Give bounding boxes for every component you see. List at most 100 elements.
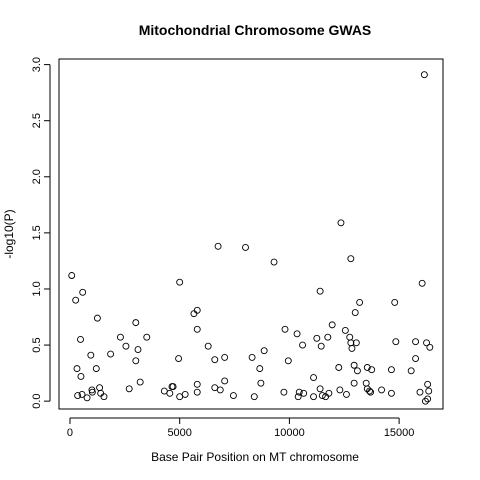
data-point (270, 258, 278, 266)
data-point (350, 361, 358, 369)
data-point (313, 334, 321, 342)
data-point (293, 330, 301, 338)
data-point (73, 365, 81, 373)
data-point (420, 71, 428, 79)
data-point (416, 388, 424, 396)
data-point (378, 386, 386, 394)
data-point (426, 343, 434, 351)
data-point (353, 367, 361, 375)
data-point (181, 390, 189, 398)
data-point (387, 389, 395, 397)
y-tick-label: 0.5 (31, 337, 43, 352)
data-point (193, 325, 201, 333)
data-point (367, 388, 375, 396)
x-axis: 0 5000 10000 15000 (67, 417, 415, 439)
x-tick-label: 10000 (274, 427, 305, 439)
data-point (337, 219, 345, 227)
data-points (68, 71, 434, 405)
data-point (72, 296, 80, 304)
data-point (132, 319, 140, 327)
data-point (193, 388, 201, 396)
data-point (281, 325, 289, 333)
data-point (166, 389, 174, 397)
data-point (356, 298, 364, 306)
data-point (299, 341, 307, 349)
y-tick-label: 2.0 (31, 169, 43, 184)
plot-frame (58, 58, 444, 410)
data-point (211, 356, 219, 364)
data-point (122, 342, 130, 350)
data-point (260, 347, 268, 355)
data-point (351, 309, 359, 316)
data-point (418, 279, 426, 287)
data-point (352, 339, 360, 347)
data-point (300, 389, 308, 397)
data-point (423, 339, 430, 347)
y-tick-label: 3.0 (31, 57, 43, 72)
data-point (343, 390, 350, 398)
data-point (310, 393, 317, 401)
data-point (256, 365, 264, 373)
data-point (193, 380, 201, 388)
data-point (248, 353, 256, 361)
data-point (317, 342, 325, 350)
data-point (363, 364, 371, 371)
data-point (68, 272, 76, 279)
y-tick-label: 1.5 (31, 225, 43, 240)
data-point (387, 366, 395, 374)
data-point (280, 388, 288, 396)
data-point (348, 344, 356, 352)
data-point (336, 386, 344, 394)
data-point (78, 390, 86, 398)
data-point (391, 298, 399, 306)
data-point (392, 338, 400, 346)
data-point (366, 387, 373, 395)
data-point (294, 393, 302, 401)
x-tick-label: 5000 (167, 427, 191, 439)
data-point (83, 394, 91, 402)
data-point (295, 388, 303, 396)
data-point (77, 335, 84, 343)
data-point (335, 364, 343, 371)
data-point (107, 350, 115, 358)
data-point (424, 380, 432, 388)
data-point (176, 278, 184, 286)
data-point (368, 366, 376, 374)
data-point (193, 306, 201, 314)
data-point (136, 378, 144, 386)
data-point (74, 392, 82, 399)
x-tick-label: 0 (67, 427, 73, 439)
data-point (175, 355, 183, 362)
data-point (407, 367, 415, 375)
data-point (125, 385, 133, 393)
data-point (316, 385, 324, 393)
data-point (250, 393, 258, 401)
data-point (328, 321, 336, 329)
data-point (324, 333, 332, 341)
data-point (318, 392, 326, 399)
data-point (88, 388, 96, 396)
x-tick-label: 15000 (384, 427, 415, 439)
chart-title: Mitochondrial Chromosome GWAS (139, 22, 372, 38)
data-point (229, 392, 237, 399)
data-point (204, 342, 212, 350)
data-point (310, 374, 317, 382)
data-point (425, 387, 433, 395)
data-point (216, 386, 224, 394)
data-point (134, 346, 142, 353)
data-point (77, 373, 85, 380)
data-point (424, 395, 432, 403)
y-axis: 0.0 0.5 1.0 1.5 2.0 2.5 3.0 (31, 57, 51, 409)
data-point (214, 242, 222, 250)
data-point (242, 244, 249, 251)
data-point (412, 338, 420, 346)
data-point (284, 357, 292, 365)
data-point (79, 288, 87, 296)
y-tick-label: 1.0 (31, 281, 43, 296)
data-point (412, 355, 420, 362)
data-point (316, 287, 324, 295)
data-point (221, 377, 229, 385)
data-point (325, 389, 333, 397)
